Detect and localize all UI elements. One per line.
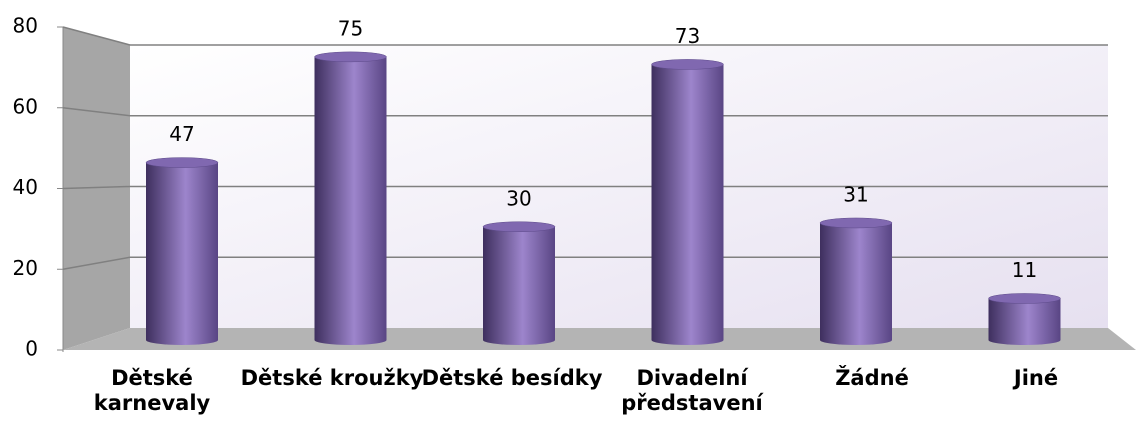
side-wall — [63, 27, 130, 350]
x-tick-label: Jiné — [1013, 366, 1059, 390]
bar — [145, 157, 219, 345]
bar-body — [988, 298, 1061, 345]
bar — [651, 59, 724, 346]
x-tick-label: Dětské kroužky — [240, 366, 424, 390]
bar-top — [314, 51, 387, 63]
data-label: 75 — [338, 16, 363, 40]
bar-body — [483, 226, 555, 345]
grid-line — [62, 107, 131, 117]
y-tick-label: 0 — [25, 337, 38, 361]
bar — [314, 51, 387, 345]
bar — [482, 221, 556, 345]
data-label: 31 — [843, 182, 868, 206]
grid-line — [62, 256, 131, 270]
grid-line — [62, 26, 131, 46]
floor — [63, 328, 1136, 350]
x-tick-label: Dětské besídky — [421, 366, 603, 390]
bar-body — [651, 64, 724, 346]
bar-top — [988, 293, 1061, 304]
y-tick-label: 40 — [13, 175, 38, 199]
bar-top — [819, 217, 893, 229]
data-label: 11 — [1012, 258, 1037, 282]
data-label: 30 — [506, 186, 531, 210]
bar — [819, 217, 893, 345]
y-tick-label: 80 — [13, 14, 38, 38]
data-label: 47 — [169, 122, 194, 146]
data-label: 73 — [675, 24, 700, 48]
bar-body — [146, 162, 218, 345]
y-tick-label: 60 — [13, 94, 38, 118]
grid-line — [62, 185, 131, 190]
bar-body — [314, 56, 387, 345]
bar-top — [145, 157, 219, 168]
x-tick-label: Žádné — [835, 366, 909, 390]
y-tick-label: 20 — [13, 256, 38, 280]
x-tick-label: Dětské karnevaly — [93, 366, 211, 415]
bar-top — [482, 221, 556, 232]
bar — [988, 293, 1061, 345]
bar-body — [820, 222, 892, 345]
x-tick-label: Divadelní představení — [621, 366, 763, 415]
bar-top — [651, 59, 724, 70]
